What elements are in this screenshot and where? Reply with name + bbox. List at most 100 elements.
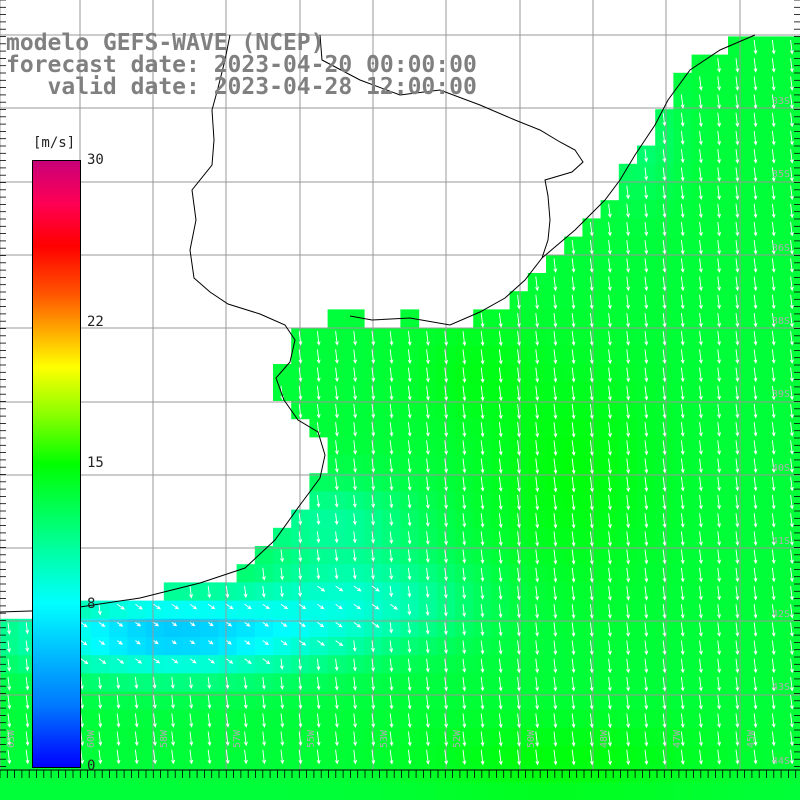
- speed-cell: [728, 163, 747, 183]
- speed-cell: [564, 400, 583, 420]
- speed-cell: [564, 473, 583, 492]
- speed-cell: [127, 600, 147, 620]
- speed-cell: [455, 709, 474, 729]
- speed-cell: [691, 382, 711, 401]
- speed-cell: [764, 673, 784, 693]
- speed-cell: [618, 673, 638, 693]
- speed-cell: [327, 345, 347, 365]
- speed-cell: [691, 618, 711, 638]
- speed-cell: [491, 655, 511, 674]
- speed-cell: [455, 746, 474, 765]
- speed-cell: [600, 327, 620, 347]
- speed-cell: [691, 491, 711, 511]
- speed-cell: [728, 236, 747, 256]
- speed-cell: [637, 691, 656, 711]
- speed-cell: [582, 527, 602, 547]
- speed-cell: [709, 309, 729, 329]
- speed-cell: [327, 473, 347, 492]
- speed-cell: [655, 491, 674, 511]
- speed-cell: [418, 746, 438, 765]
- speed-cell: [291, 527, 310, 547]
- speed-cell: [618, 436, 638, 456]
- speed-cell: [382, 527, 401, 547]
- speed-cell: [582, 618, 602, 638]
- speed-cell: [309, 418, 329, 438]
- speed-cell: [637, 491, 656, 511]
- speed-cell: [600, 236, 620, 256]
- speed-cell: [509, 673, 529, 693]
- speed-cell: [673, 691, 693, 711]
- speed-cell: [618, 509, 638, 529]
- speed-cell: [509, 655, 529, 674]
- speed-cell: [746, 673, 765, 693]
- speed-cell: [491, 527, 511, 547]
- speed-cell: [527, 728, 547, 747]
- speed-cell: [309, 546, 329, 565]
- speed-cell: [746, 564, 765, 583]
- speed-cell: [418, 400, 438, 420]
- speed-cell: [382, 564, 401, 583]
- speed-cell: [309, 491, 329, 511]
- speed-cell: [382, 691, 401, 711]
- speed-cell: [582, 382, 602, 401]
- speed-cell: [400, 309, 420, 329]
- speed-cell: [109, 691, 128, 711]
- speed-cell: [218, 655, 238, 674]
- speed-cell: [764, 637, 784, 656]
- speed-cell: [600, 527, 620, 547]
- speed-cell: [709, 400, 729, 420]
- speed-cell: [673, 291, 693, 310]
- speed-cell: [764, 400, 784, 420]
- speed-cell: [728, 291, 747, 310]
- speed-cell: [546, 527, 565, 547]
- speed-cell: [746, 509, 765, 529]
- speed-cell: [455, 764, 474, 784]
- speed-cell: [764, 291, 784, 310]
- speed-cell: [418, 691, 438, 711]
- speed-cell: [564, 546, 583, 565]
- speed-cell: [527, 637, 547, 656]
- speed-cell: [509, 546, 529, 565]
- speed-cell: [291, 327, 310, 347]
- speed-cell: [673, 764, 693, 784]
- latitude-label: 44S: [772, 756, 790, 767]
- speed-cell: [163, 691, 183, 711]
- speed-cell: [691, 345, 711, 365]
- speed-cell: [382, 709, 401, 729]
- speed-cell: [600, 382, 620, 401]
- speed-cell: [418, 364, 438, 383]
- speed-cell: [728, 782, 747, 800]
- speed-cell: [509, 764, 529, 784]
- speed-cell: [564, 382, 583, 401]
- speed-cell: [618, 709, 638, 729]
- speed-cell: [746, 54, 765, 74]
- speed-cell: [600, 309, 620, 329]
- speed-cell: [509, 473, 529, 492]
- speed-cell: [473, 509, 492, 529]
- speed-cell: [345, 491, 365, 511]
- speed-cell: [673, 236, 693, 256]
- speed-cell: [546, 782, 565, 800]
- speed-cell: [655, 673, 674, 693]
- speed-cell: [455, 400, 474, 420]
- speed-cell: [109, 746, 128, 765]
- speed-cell: [145, 782, 165, 800]
- speed-cell: [91, 764, 110, 784]
- speed-cell: [691, 509, 711, 529]
- speed-cell: [637, 273, 656, 292]
- speed-cell: [764, 546, 784, 565]
- speed-cell: [691, 327, 711, 347]
- speed-cell: [728, 309, 747, 329]
- speed-cell: [327, 400, 347, 420]
- speed-cell: [728, 72, 747, 92]
- speed-cell: [546, 728, 565, 747]
- speed-cell: [273, 728, 292, 747]
- speed-cell: [709, 709, 729, 729]
- colorbar-tick: 15: [87, 455, 104, 471]
- speed-cell: [728, 527, 747, 547]
- speed-cell: [600, 546, 620, 565]
- speed-cell: [600, 455, 620, 474]
- speed-cell: [382, 455, 401, 474]
- speed-cell: [655, 236, 674, 256]
- speed-cell: [673, 418, 693, 438]
